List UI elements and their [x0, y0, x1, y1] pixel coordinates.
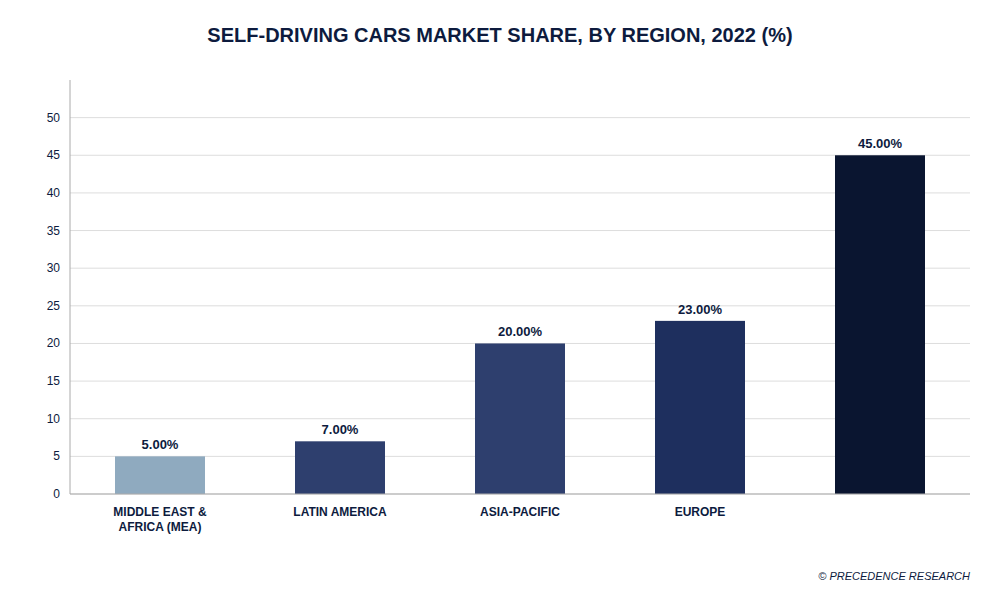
data-label: 5.00%: [142, 437, 179, 452]
x-tick-label-line: MIDDLE EAST &: [113, 505, 207, 519]
data-label: 45.00%: [858, 136, 903, 151]
chart-container: SELF-DRIVING CARS MARKET SHARE, BY REGIO…: [0, 0, 1000, 594]
x-axis-line: [70, 494, 970, 495]
bar: [655, 321, 745, 494]
x-tick-label-line: ASIA-PACIFIC: [480, 505, 560, 519]
bar: [115, 456, 205, 494]
y-tick-label: 35: [47, 224, 61, 238]
chart-title: SELF-DRIVING CARS MARKET SHARE, BY REGIO…: [207, 24, 792, 46]
x-axis: MIDDLE EAST &AFRICA (MEA) LATIN AMERICA AS…: [70, 494, 970, 534]
y-tick-label: 10: [47, 412, 61, 426]
x-tick-label-line: LATIN AMERICA: [293, 505, 387, 519]
x-tick-label: EUROPE: [675, 505, 726, 519]
y-tick-label: 15: [47, 374, 61, 388]
bar: [295, 441, 385, 494]
grid-line: [70, 117, 970, 118]
y-axis: 0 5 10 15 20 25 30 35 40 45 50: [47, 80, 70, 501]
data-label: 7.00%: [322, 422, 359, 437]
grid-line: [70, 494, 970, 495]
y-tick-label: 45: [47, 148, 61, 162]
data-label: 20.00%: [498, 324, 543, 339]
annotation: © PRECEDENCE RESEARCH: [818, 570, 970, 582]
y-tick-label: 0: [53, 487, 60, 501]
grid: [70, 118, 970, 494]
x-tick-label: LATIN AMERICA: [293, 505, 387, 519]
y-axis-line: [70, 80, 71, 494]
bars: [115, 155, 925, 494]
bar: [835, 155, 925, 494]
chart-svg: SELF-DRIVING CARS MARKET SHARE, BY REGIO…: [0, 0, 1000, 594]
x-tick-label: MIDDLE EAST &AFRICA (MEA): [113, 505, 207, 534]
bar: [475, 343, 565, 494]
y-tick-label: 40: [47, 186, 61, 200]
x-tick-label-line: AFRICA (MEA): [119, 520, 202, 534]
x-tick-label: ASIA-PACIFIC: [480, 505, 560, 519]
data-labels: 5.00% 7.00% 20.00% 23.00% 45.00%: [142, 136, 903, 452]
y-tick-label: 5: [53, 449, 60, 463]
y-tick-label: 30: [47, 261, 61, 275]
y-tick-label: 25: [47, 299, 61, 313]
y-tick-label: 50: [47, 111, 61, 125]
data-label: 23.00%: [678, 302, 723, 317]
x-tick-label-line: EUROPE: [675, 505, 726, 519]
y-tick-label: 20: [47, 336, 61, 350]
